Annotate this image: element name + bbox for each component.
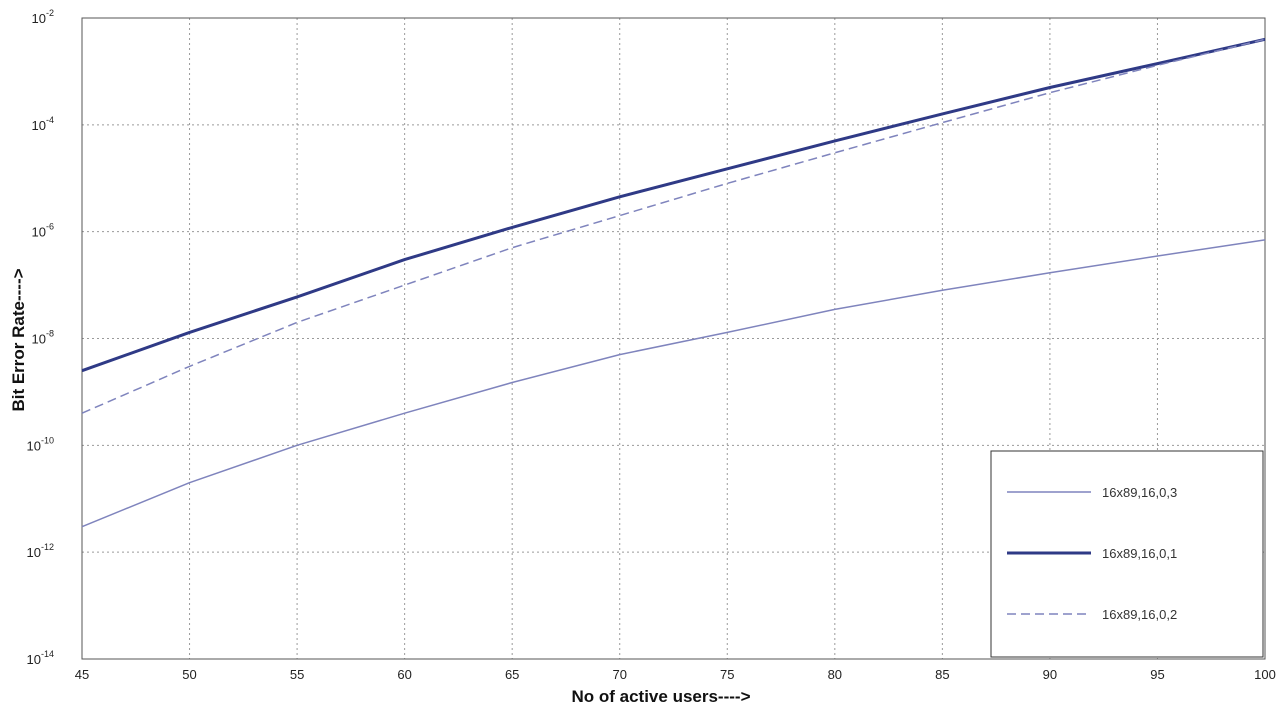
series-line (81, 38, 1266, 414)
x-tick-label: 100 (1254, 667, 1276, 682)
y-tick-label: 10-6 (32, 222, 54, 240)
y-tick-label: 10-4 (32, 115, 54, 133)
y-tick-label: 10-10 (27, 435, 54, 453)
x-tick-label: 50 (182, 667, 196, 682)
x-tick-label: 45 (75, 667, 89, 682)
x-tick-label: 80 (828, 667, 842, 682)
y-tick-label: 10-8 (32, 329, 54, 347)
legend-label: 16x89,16,0,2 (1102, 607, 1177, 622)
y-tick-label: 10-12 (27, 542, 54, 560)
legend-label: 16x89,16,0,3 (1102, 485, 1177, 500)
x-tick-label: 70 (612, 667, 626, 682)
x-tick-labels: 45 50 55 60 65 70 75 80 85 90 95 100 (75, 667, 1276, 682)
x-tick-label: 75 (720, 667, 734, 682)
x-tick-label: 90 (1043, 667, 1057, 682)
y-tick-label: 10-2 (32, 8, 54, 26)
y-tick-label: 10-14 (27, 649, 54, 667)
plot-frame (81, 17, 1266, 660)
y-tick-labels: 10-2 10-4 10-6 10-8 10-10 10-12 10-14 (27, 8, 54, 667)
x-tick-label: 55 (290, 667, 304, 682)
x-tick-label: 85 (935, 667, 949, 682)
x-tick-label: 60 (397, 667, 411, 682)
x-axis-label: No of active users----> (571, 687, 750, 706)
x-tick-label: 95 (1150, 667, 1164, 682)
series-lines (81, 37, 1266, 528)
y-axis-label: Bit Error Rate----> (9, 268, 28, 411)
series-line (81, 239, 1266, 528)
x-tick-label: 65 (505, 667, 519, 682)
series-line (81, 37, 1266, 373)
legend-label: 16x89,16,0,1 (1102, 546, 1177, 561)
legend: 16x89,16,0,3 16x89,16,0,1 16x89,16,0,2 (990, 450, 1264, 658)
